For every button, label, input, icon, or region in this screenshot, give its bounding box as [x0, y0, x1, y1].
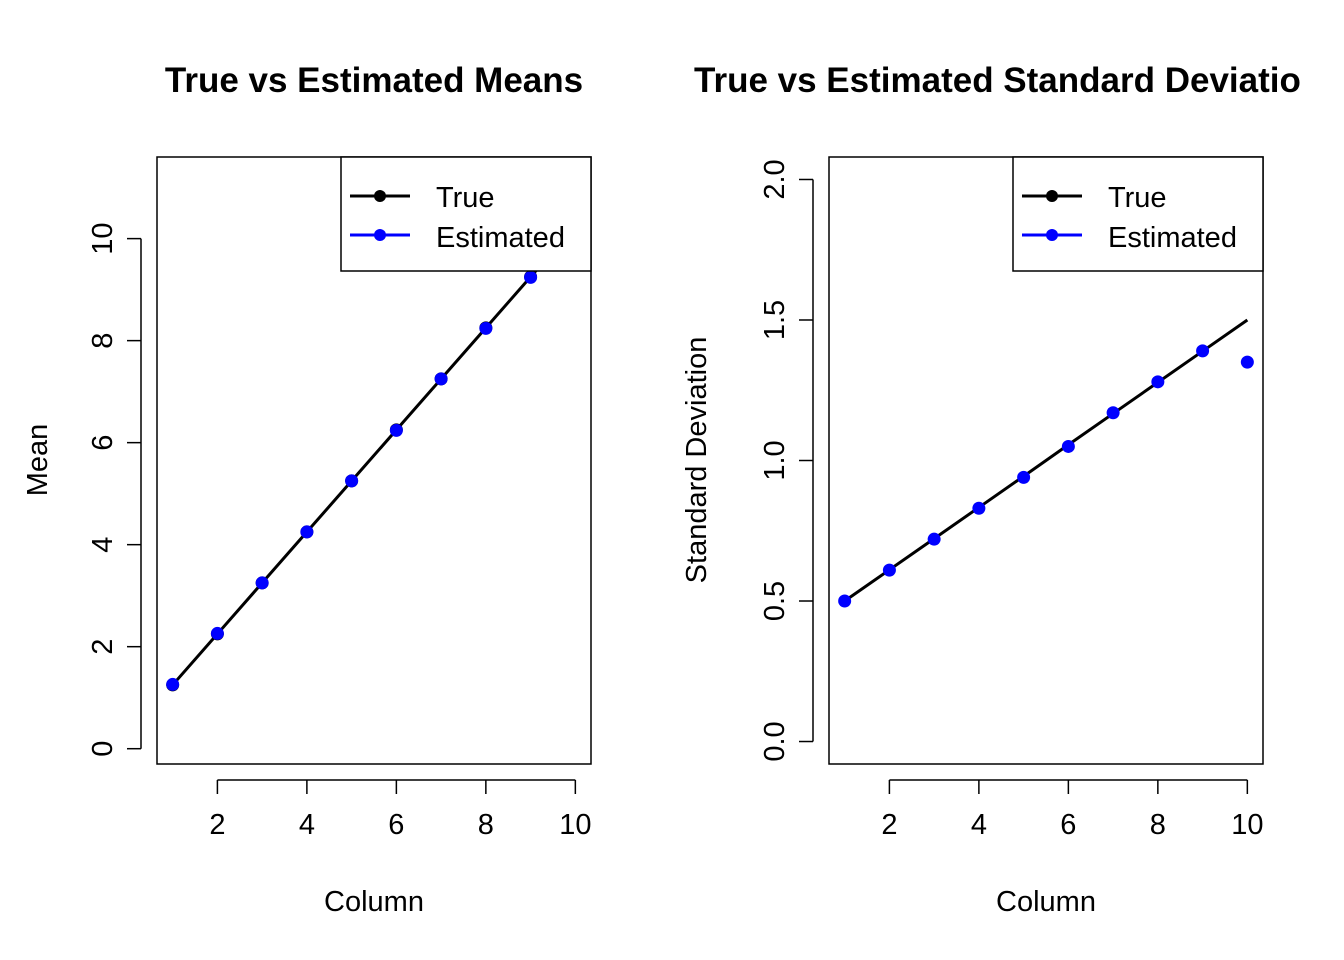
legend-true-label: True: [436, 182, 495, 214]
y-tick-label: 0.0: [759, 721, 791, 761]
series-layer: [166, 219, 582, 692]
series-estimated-point: [1017, 470, 1031, 484]
x-tick-label: 10: [1231, 809, 1263, 841]
x-tick-label: 8: [1150, 809, 1166, 841]
series-estimated-point: [300, 525, 314, 539]
series-layer: [838, 318, 1254, 608]
x-axis-ticks: 2 4 6 8 10: [881, 779, 1263, 841]
y-tick-label: 0.5: [759, 581, 791, 621]
y-tick-label: 2: [87, 639, 119, 655]
series-estimated-point: [479, 321, 493, 335]
series-estimated-point: [255, 576, 269, 590]
y-tick-label: 4: [87, 537, 119, 553]
series-estimated-point: [1196, 344, 1210, 358]
y-tick-label: 1.0: [759, 440, 791, 480]
series-estimated-point: [166, 677, 180, 691]
x-axis-label: Column: [324, 886, 424, 918]
x-tick-label: 6: [388, 809, 404, 841]
chart-title: True vs Estimated Means: [165, 61, 583, 100]
legend: True Estimated: [1012, 156, 1264, 272]
y-axis-ticks: 0.0 0.5 1.0 1.5 2.0: [759, 159, 814, 762]
y-axis-label: Mean: [22, 424, 54, 497]
y-tick-label: 6: [87, 435, 119, 451]
legend-estimated-marker: [1046, 229, 1058, 241]
series-estimated-point: [345, 474, 359, 488]
series-estimated-point: [882, 563, 896, 577]
panel-standard-deviations: True vs Estimated Standard Deviatio Colu…: [681, 61, 1301, 918]
legend-estimated-label: Estimated: [1108, 222, 1237, 254]
x-tick-label: 10: [559, 809, 591, 841]
legend: True Estimated: [340, 156, 592, 272]
y-tick-label: 8: [87, 333, 119, 349]
series-true-line: [171, 224, 577, 686]
series-estimated-point: [838, 594, 852, 608]
series-estimated-point: [1061, 439, 1075, 453]
legend-box: [340, 156, 592, 272]
series-estimated-point: [434, 372, 448, 386]
y-tick-label: 2.0: [759, 159, 791, 199]
series-estimated-point: [524, 270, 538, 284]
series-estimated-point: [972, 501, 986, 515]
series-estimated-point: [927, 532, 941, 546]
series-clip-group: [166, 219, 582, 692]
series-true-line: [843, 318, 1249, 603]
legend-box: [1012, 156, 1264, 272]
series-estimated-point: [210, 626, 224, 640]
x-axis-ticks: 2 4 6 8 10: [209, 779, 591, 841]
series-estimated-point: [1240, 355, 1254, 369]
x-axis-label: Column: [996, 886, 1096, 918]
x-tick-label: 4: [971, 809, 987, 841]
x-tick-label: 8: [478, 809, 494, 841]
legend-estimated-marker: [374, 229, 386, 241]
y-axis-ticks: 0 2 4 6 8 10: [87, 222, 142, 757]
panel-means: True vs Estimated Means Column Mean 2 4 6 8…: [22, 61, 592, 918]
series-estimated-point: [389, 423, 403, 437]
series-estimated-point: [1106, 406, 1120, 420]
series-estimated-point: [1151, 375, 1165, 389]
legend-estimated-label: Estimated: [436, 222, 565, 254]
x-tick-label: 4: [299, 809, 315, 841]
legend-true-marker: [374, 190, 386, 202]
y-axis-label: Standard Deviation: [681, 337, 713, 584]
x-tick-label: 2: [881, 809, 897, 841]
chart-title: True vs Estimated Standard Deviatio: [694, 61, 1301, 100]
series-clip-group: [838, 318, 1254, 608]
x-tick-label: 6: [1060, 809, 1076, 841]
y-tick-label: 0: [87, 741, 119, 757]
legend-true-label: True: [1108, 182, 1167, 214]
x-tick-label: 2: [209, 809, 225, 841]
y-tick-label: 10: [87, 222, 119, 254]
legend-true-marker: [1046, 190, 1058, 202]
y-tick-label: 1.5: [759, 300, 791, 340]
